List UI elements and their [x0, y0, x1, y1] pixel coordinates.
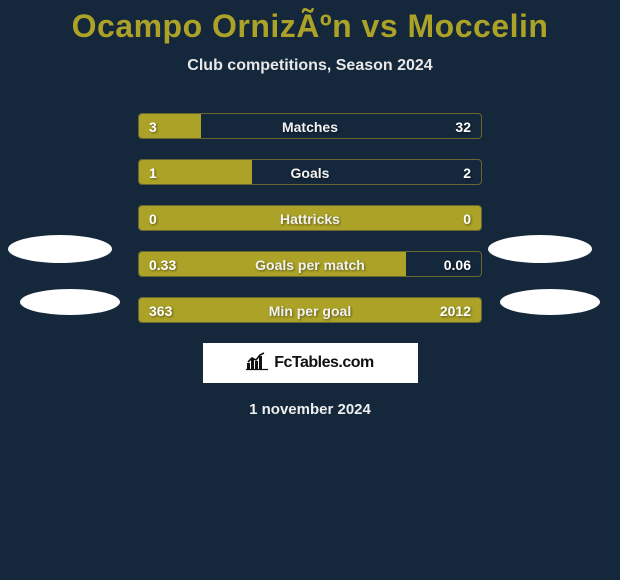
logo-box: FcTables.com — [203, 343, 418, 383]
bar-label: Min per goal — [139, 298, 481, 324]
bar-row: 1 Goals 2 — [138, 159, 482, 185]
bar-value-right: 32 — [455, 114, 471, 140]
bar-row: 363 Min per goal 2012 — [138, 297, 482, 323]
bar-row: 3 Matches 32 — [138, 113, 482, 139]
page-title: Ocampo OrnizÃºn vs Moccelin — [0, 0, 620, 45]
bar-value-right: 0 — [463, 206, 471, 232]
chart-icon — [246, 351, 268, 376]
bar-label: Goals per match — [139, 252, 481, 278]
bar-row: 0 Hattricks 0 — [138, 205, 482, 231]
bar-value-right: 2012 — [440, 298, 471, 324]
bar-label: Matches — [139, 114, 481, 140]
bar-label: Goals — [139, 160, 481, 186]
logo-text: FcTables.com — [274, 354, 374, 372]
date-text: 1 november 2024 — [0, 401, 620, 418]
bar-value-right: 0.06 — [444, 252, 471, 278]
bar-label: Hattricks — [139, 206, 481, 232]
subtitle: Club competitions, Season 2024 — [0, 57, 620, 75]
player-avatar-right-1 — [488, 235, 592, 263]
player-avatar-left-1 — [8, 235, 112, 263]
bar-row: 0.33 Goals per match 0.06 — [138, 251, 482, 277]
player-avatar-left-2 — [20, 289, 120, 315]
player-avatar-right-2 — [500, 289, 600, 315]
comparison-chart: 3 Matches 32 1 Goals 2 0 Hattricks 0 0.3… — [0, 113, 620, 418]
bar-value-right: 2 — [463, 160, 471, 186]
